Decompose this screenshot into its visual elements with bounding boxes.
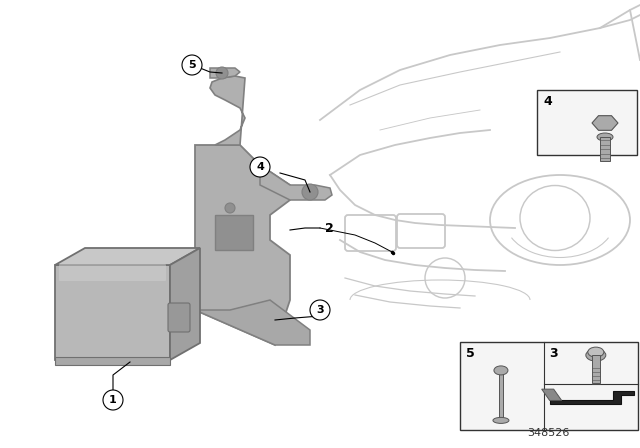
Text: 5: 5 bbox=[188, 60, 196, 70]
Polygon shape bbox=[55, 248, 200, 265]
Text: 5: 5 bbox=[466, 347, 475, 360]
Polygon shape bbox=[592, 116, 618, 130]
Bar bbox=[600, 137, 610, 161]
Circle shape bbox=[103, 390, 123, 410]
Text: 3: 3 bbox=[550, 347, 558, 360]
Polygon shape bbox=[550, 391, 634, 404]
Circle shape bbox=[302, 184, 318, 200]
Bar bbox=[460, 342, 638, 430]
Ellipse shape bbox=[586, 349, 606, 361]
Polygon shape bbox=[260, 165, 332, 200]
Polygon shape bbox=[541, 389, 562, 401]
FancyBboxPatch shape bbox=[168, 303, 190, 332]
Polygon shape bbox=[55, 265, 170, 360]
Circle shape bbox=[216, 67, 228, 79]
Text: 3: 3 bbox=[316, 305, 324, 315]
Polygon shape bbox=[210, 68, 240, 78]
Bar bbox=[537, 90, 637, 155]
Text: 4: 4 bbox=[256, 162, 264, 172]
Polygon shape bbox=[210, 76, 245, 145]
Circle shape bbox=[310, 300, 330, 320]
Text: 4: 4 bbox=[543, 95, 552, 108]
Ellipse shape bbox=[494, 366, 508, 375]
Text: 2: 2 bbox=[325, 221, 333, 234]
Text: 348526: 348526 bbox=[527, 428, 569, 438]
Polygon shape bbox=[195, 300, 310, 345]
Circle shape bbox=[225, 203, 235, 213]
Bar bbox=[215, 215, 253, 250]
Circle shape bbox=[250, 157, 270, 177]
Ellipse shape bbox=[597, 133, 613, 141]
Polygon shape bbox=[195, 145, 290, 345]
Circle shape bbox=[182, 55, 202, 75]
Bar bbox=[592, 355, 600, 383]
FancyBboxPatch shape bbox=[55, 357, 170, 365]
Ellipse shape bbox=[588, 347, 604, 357]
FancyBboxPatch shape bbox=[59, 264, 166, 281]
Polygon shape bbox=[170, 248, 200, 360]
Bar bbox=[499, 370, 503, 420]
Text: 1: 1 bbox=[109, 395, 117, 405]
Ellipse shape bbox=[493, 418, 509, 423]
